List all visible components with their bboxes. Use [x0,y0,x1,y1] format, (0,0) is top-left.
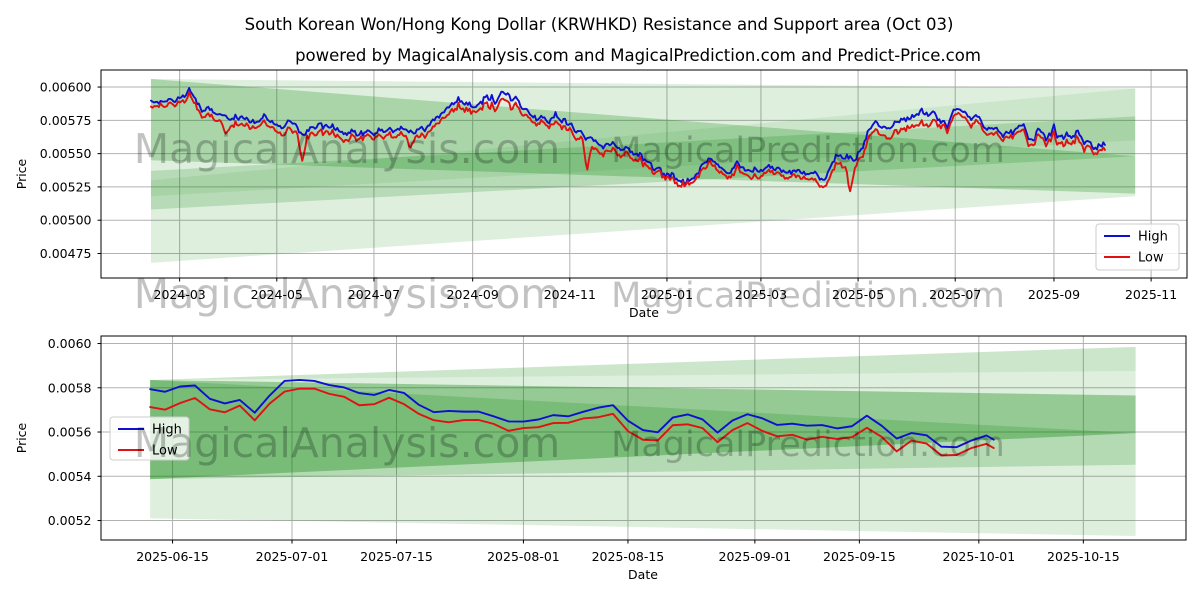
bottom-chart: 2025-06-15 2025-07-01 2025-07-15 2025-08-01… [48,335,1187,564]
axes-layer [97,335,1187,544]
xticklabel-2025-08-01: 2025-08-01 [487,549,560,564]
bands-layer [150,346,1136,537]
xticklabel-2024-11: 2024-11 [544,287,596,302]
yticklabel-0.00575: 0.00575 [40,113,92,128]
band-envelope-top-wedge [150,346,1136,381]
watermark-analysis-row2: MagicalAnalysis.com [134,270,561,318]
watermark-prediction-row2: MagicalPrediction.com [611,276,1005,316]
xticklabel-2025-07-01: 2025-07-01 [256,549,329,564]
xticklabel-2025-09-01: 2025-09-01 [719,549,792,564]
xticklabel-2025-03: 2025-03 [735,287,787,302]
yticklabel-0.00500: 0.00500 [40,213,92,228]
series-line-high [150,87,1106,185]
yticklabel-0.0060: 0.0060 [48,336,92,351]
band-support-ascending-outer [150,88,1136,197]
band-support-resistance-envelope [150,79,1136,263]
xticklabel-2025-09: 2025-09 [1028,287,1080,302]
yticklabel-0.00600: 0.00600 [40,80,92,95]
axes-spines [100,69,1188,279]
xticklabel-2025-05: 2025-05 [832,287,884,302]
legend: High Low [109,416,190,461]
bottom-chart-ylabel: Price [14,422,29,453]
watermark-layer: MagicalAnalysis.com MagicalPrediction.com… [134,125,1005,467]
yticklabel-0.00475: 0.00475 [40,246,92,261]
legend-label-low: Low [1138,251,1164,266]
top-chart-ylabel: Price [14,158,29,189]
top-chart: 2024-03 2024-05 2024-07 2024-09 2024-11 2025-… [40,69,1188,302]
xticklabel-2024-03: 2024-03 [154,287,206,302]
watermark-prediction-row3: MagicalPrediction.com [611,425,1005,465]
xticklabel-2024-07: 2024-07 [348,287,400,302]
series-line-low [149,387,995,457]
xticklabel-2025-09-15: 2025-09-15 [823,549,896,564]
axes-layer [97,69,1188,282]
series-layer [150,87,1106,193]
legend-label-high: High [152,423,182,438]
xticklabel-2025-08-15: 2025-08-15 [592,549,665,564]
figure-title: South Korean Won/Hong Kong Dollar (KRWHK… [245,15,954,34]
yticklabel-0.0058: 0.0058 [48,380,92,395]
watermark-prediction-row1: MagicalPrediction.com [611,131,1005,171]
plot-background [101,70,1187,278]
xticklabel-2025-10-15: 2025-10-15 [1047,549,1120,564]
band-support-resistance-envelope [150,346,1136,537]
yticklabel-0.0052: 0.0052 [48,513,92,528]
watermark-analysis-row1: MagicalAnalysis.com [134,125,561,173]
legend: High Low [1095,223,1180,271]
plot-background [101,336,1186,540]
yticklabel-0.0056: 0.0056 [48,425,92,440]
band-resistance-descending [150,79,1136,194]
yticklabel-0.00550: 0.00550 [40,146,92,161]
yticklabel-0.0054: 0.0054 [48,469,92,484]
xticklabel-2025-10-01: 2025-10-01 [943,549,1016,564]
top-chart-xlabel: Date [629,305,659,320]
series-layer [149,378,995,457]
xticklabel-2025-07: 2025-07 [929,287,981,302]
figure-subtitle: powered by MagicalAnalysis.com and Magic… [295,46,981,65]
axes-spines [100,335,1187,541]
legend-label-low: Low [152,444,178,459]
xticklabel-2024-05: 2024-05 [251,287,303,302]
xticklabel-2025-07-15: 2025-07-15 [360,549,433,564]
yticklabel-0.00525: 0.00525 [40,179,92,194]
legend-label-high: High [1138,230,1168,245]
xticklabel-2025-06-15: 2025-06-15 [136,549,209,564]
series-line-low [150,91,1106,193]
xticklabel-2025-11: 2025-11 [1125,287,1177,302]
bottom-chart-xlabel: Date [628,567,658,582]
grid-layer [101,336,1186,540]
series-line-high [149,378,995,449]
xticklabel-2025-01: 2025-01 [641,287,693,302]
xticklabel-2024-09: 2024-09 [447,287,499,302]
watermark-analysis-row3: MagicalAnalysis.com [134,419,561,467]
ticklabels-layer: 2025-06-15 2025-07-01 2025-07-15 2025-08-01… [48,336,1120,564]
ticklabels-layer: 2024-03 2024-05 2024-07 2024-09 2024-11 2025-… [40,80,1177,302]
